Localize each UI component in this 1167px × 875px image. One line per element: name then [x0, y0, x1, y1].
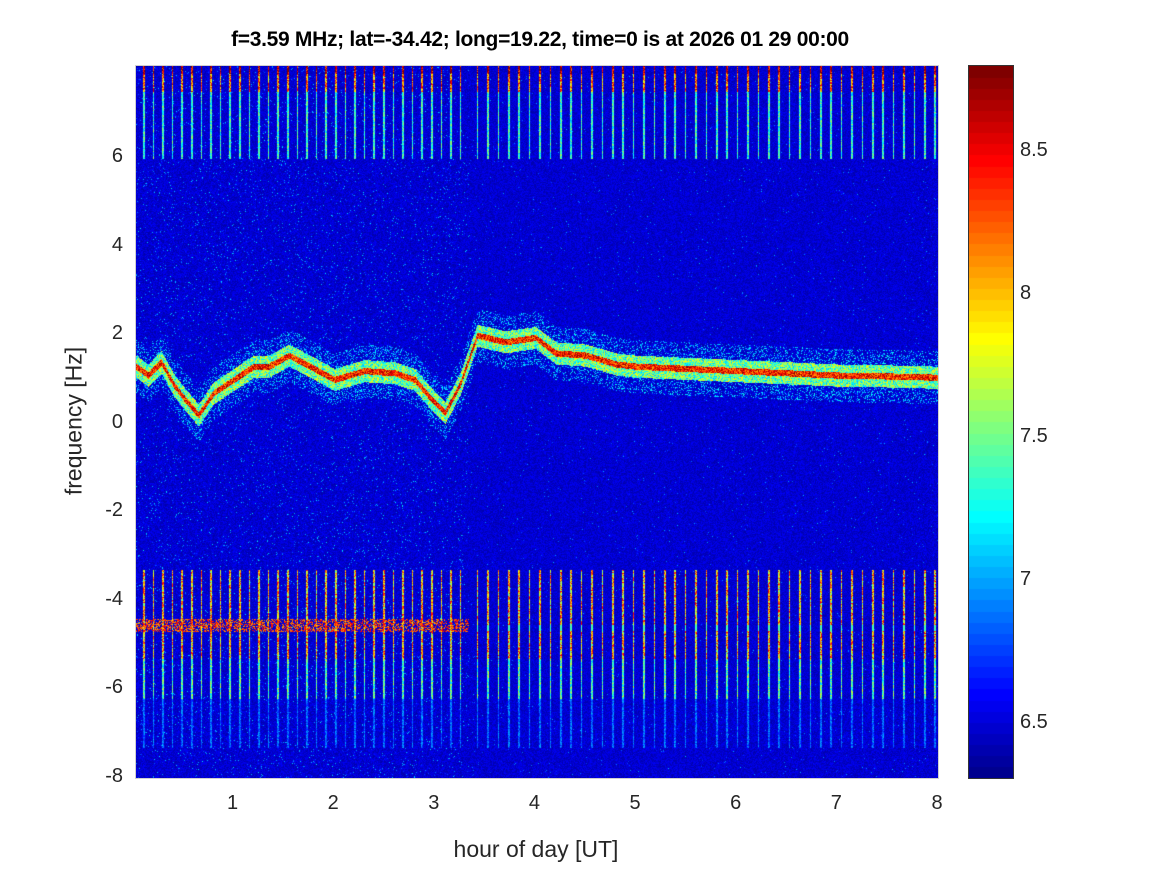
x-tick-label: 6	[730, 792, 742, 814]
spectrogram-image	[135, 65, 939, 779]
colorbar-tick-label: 8.5	[1020, 138, 1048, 161]
x-tick-label: 4	[528, 792, 541, 814]
x-tick-label: 1	[227, 792, 239, 814]
y-tick-label: 4	[111, 233, 123, 256]
y-tick-label: -8	[105, 765, 123, 787]
y-tick-label: 2	[111, 322, 123, 345]
y-tick-label: 0	[111, 410, 123, 433]
chart-title: f=3.59 MHz; lat=-34.42; long=19.22, time…	[231, 28, 849, 51]
x-tick-label: 7	[830, 792, 842, 814]
y-axis-label: frequency [Hz]	[60, 346, 87, 496]
colorbar	[968, 65, 1014, 779]
y-tick-label: -2	[105, 499, 123, 522]
x-tick-label: 3	[428, 792, 440, 814]
colorbar-tick-label: 8	[1020, 281, 1032, 304]
y-tick-label: 6	[111, 145, 123, 168]
y-tick-label: -6	[105, 676, 123, 699]
colorbar-tick-label: 7.5	[1020, 424, 1048, 447]
colorbar-tick-label: 7	[1020, 567, 1032, 590]
x-tick-label: 8	[931, 792, 943, 814]
x-tick-label: 5	[629, 792, 641, 814]
colorbar-tick-label: 6.5	[1020, 710, 1048, 733]
x-tick-label: 2	[327, 792, 339, 814]
x-axis-label: hour of day [UT]	[453, 836, 619, 862]
y-tick-label: -4	[105, 587, 123, 610]
